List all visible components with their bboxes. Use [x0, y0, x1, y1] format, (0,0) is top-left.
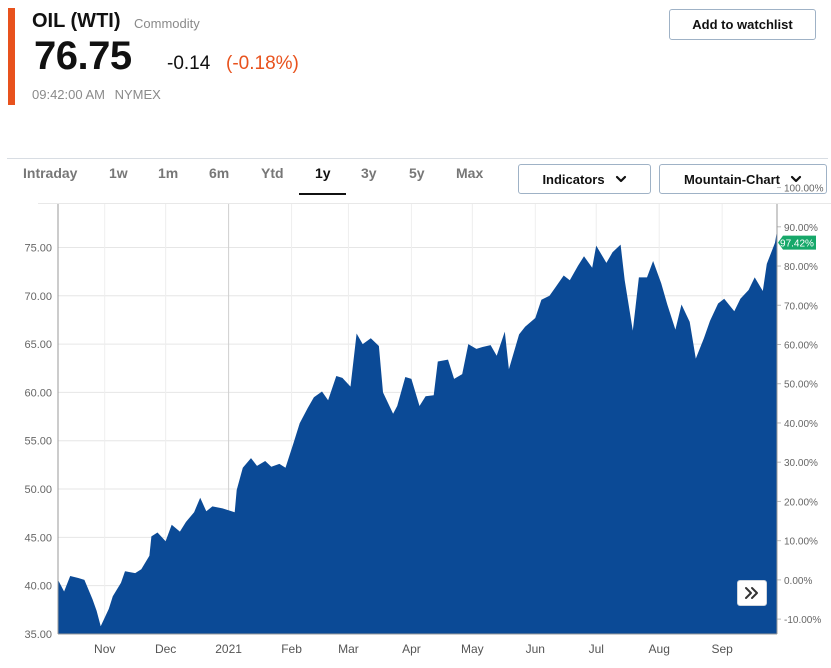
chart-type-dropdown[interactable]: Mountain-Chart [659, 164, 827, 194]
x-tick-label: Feb [281, 642, 302, 656]
active-tab-underline [299, 193, 346, 195]
tab-6m[interactable]: 6m [209, 165, 230, 181]
x-tick-label: May [461, 642, 484, 656]
badge-label: 97.42% [780, 239, 814, 250]
accent-bar [8, 8, 15, 105]
y-tick-label: 45.00 [24, 532, 52, 544]
instrument-title: OIL (WTI) [32, 10, 121, 32]
x-tick-label: Nov [94, 642, 115, 656]
y2-tick-label: 60.00% [784, 340, 818, 351]
x-tick-label: Apr [402, 642, 421, 656]
indicators-label: Indicators [542, 171, 605, 187]
tab-max[interactable]: Max [456, 165, 484, 181]
tab-1w[interactable]: 1w [109, 165, 128, 181]
y-tick-label: 70.00 [24, 291, 52, 303]
x-tick-label: 2021 [215, 642, 242, 656]
chart-type-label: Mountain-Chart [683, 171, 781, 187]
y2-tick-label: 50.00% [784, 380, 818, 391]
y2-tick-label: 10.00% [784, 537, 818, 548]
y2-tick-label: -10.00% [784, 615, 821, 626]
tab-intraday[interactable]: Intraday [23, 165, 78, 181]
quote-time: 09:42:00 AM [32, 87, 105, 102]
tab-3y[interactable]: 3y [361, 165, 377, 181]
y-tick-label: 40.00 [24, 581, 52, 593]
tab-1m[interactable]: 1m [158, 165, 179, 181]
indicators-dropdown[interactable]: Indicators [518, 164, 651, 194]
y-tick-label: 65.00 [24, 339, 52, 351]
tab-ytd[interactable]: Ytd [261, 165, 284, 181]
chevron-down-icon [615, 175, 626, 183]
chart-axes: 75.00 70.00 65.00 60.00 55.00 50.00 45.00 40.00… [24, 184, 823, 656]
y-tick-label: 55.00 [24, 436, 52, 448]
tabs-divider [7, 158, 828, 159]
y-tick-label: 60.00 [24, 387, 52, 399]
badge-shape [778, 235, 816, 250]
quote-meta: 09:42:00 AM NYMEX [32, 87, 161, 102]
x-tick-label: Jul [589, 642, 604, 656]
chart-top-border [38, 203, 831, 204]
double-chevron-right-icon [745, 587, 758, 599]
chevron-down-icon [790, 175, 802, 183]
y2-tick-label: 20.00% [784, 497, 818, 508]
x-tick-label: Dec [155, 642, 176, 656]
y-tick-label: 35.00 [24, 629, 52, 641]
tab-1y[interactable]: 1y [315, 165, 331, 181]
y-tick-label: 50.00 [24, 484, 52, 496]
tab-5y[interactable]: 5y [409, 165, 425, 181]
y2-tick-label: 70.00% [784, 301, 818, 312]
x-tick-label: Sep [711, 642, 733, 656]
price-change-percent: (-0.18%) [226, 53, 299, 74]
instrument-category: Commodity [134, 16, 200, 31]
y2-tick-label: 0.00% [784, 576, 812, 587]
scroll-forward-button[interactable] [737, 580, 767, 606]
x-tick-label: Jun [526, 642, 545, 656]
y2-tick-label: 80.00% [784, 262, 818, 273]
y2-tick-label: 30.00% [784, 458, 818, 469]
x-tick-label: Mar [338, 642, 359, 656]
y2-tick-label: 90.00% [784, 223, 818, 234]
current-value-badge: 97.42% [778, 235, 816, 250]
y-tick-label: 75.00 [24, 242, 52, 254]
price-area [58, 230, 777, 634]
add-to-watchlist-button[interactable]: Add to watchlist [669, 9, 816, 40]
last-price: 76.75 [34, 34, 132, 78]
y2-tick-label: 100.00% [784, 184, 824, 195]
quote-exchange: NYMEX [114, 87, 161, 102]
y2-tick-label: 40.00% [784, 419, 818, 430]
x-tick-label: Aug [649, 642, 670, 656]
price-change: -0.14 [167, 53, 211, 74]
